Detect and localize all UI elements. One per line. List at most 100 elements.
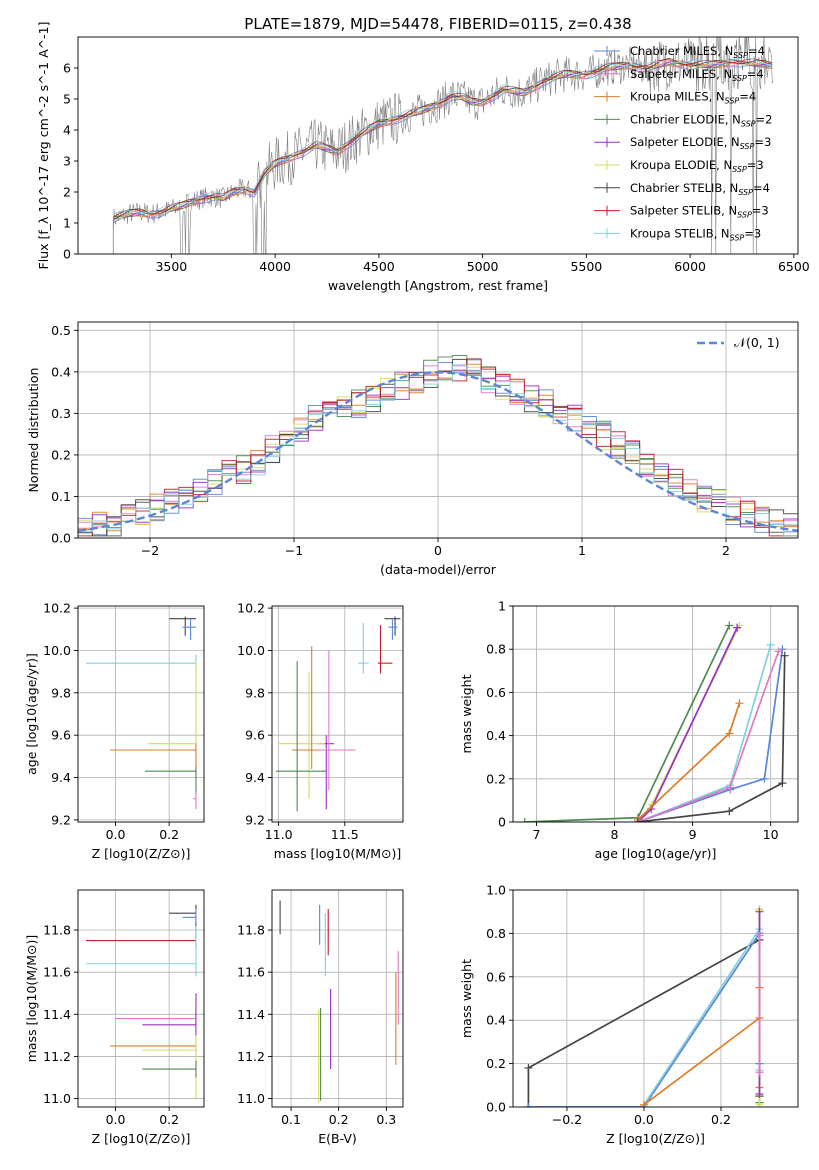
weight-point-chabrier_miles xyxy=(524,1103,533,1107)
legend-label-normal: 𝒩(0, 1) xyxy=(734,335,780,350)
y-tick-label: 0.0 xyxy=(486,1100,506,1115)
weight-point-salpeter_elodie xyxy=(733,623,742,632)
legend-n: =3 xyxy=(747,158,764,172)
legend-sub: SSP xyxy=(737,211,752,220)
y-tick-label: 0.8 xyxy=(486,642,506,657)
x-tick-label: 5500 xyxy=(570,259,602,274)
x-tick-label: 0.2 xyxy=(711,1112,731,1127)
y-axis-label: age [log10(age/yr)] xyxy=(24,653,39,775)
y-tick-label: 0.8 xyxy=(486,926,506,941)
panel-residuals: −2 −1 0 1 2 0.0 0.1 0.2 0.3 0.4 0.5 (data-model)/er… xyxy=(26,321,799,577)
y-tick-label: 0.6 xyxy=(486,969,506,984)
weight-point-salpeter_elodie xyxy=(755,907,764,916)
weight-point-salpeter_miles xyxy=(755,1068,764,1077)
weight-point-chabrier_miles xyxy=(760,774,769,783)
plot-area-weight_vs_Z xyxy=(524,905,764,1107)
y-tick-label: 6 xyxy=(63,61,71,76)
panel-weight_vs_age: 7 8 9 10 0 0.2 0.4 0.6 0.8 1 age [log10(age/yr)] ma… xyxy=(459,599,799,861)
x-tick-label: 2 xyxy=(722,543,730,558)
legend-imf: Chabrier STELIB, N xyxy=(630,181,738,195)
y-tick-label: 11.2 xyxy=(237,1049,265,1064)
model-line-salpeter_miles xyxy=(113,62,773,221)
legend-imf: Chabrier ELODIE, N xyxy=(630,112,741,126)
normal-curve xyxy=(78,371,798,532)
y-tick-label: 9.6 xyxy=(245,728,265,743)
y-tick-label: 9.8 xyxy=(51,685,71,700)
legend-label-salpeter_elodie: Salpeter ELODIE, NSSP=3 xyxy=(630,135,771,151)
weight-point-kroupa_elodie xyxy=(755,1100,764,1107)
x-tick-label: 11.5 xyxy=(331,827,359,842)
residual-hist-salpeter_miles xyxy=(78,365,798,537)
x-tick-label: −0.2 xyxy=(552,1112,582,1127)
y-tick-label: 4 xyxy=(63,123,71,138)
panel-age_vs_Z: 0.0 0.2 9.2 9.4 9.6 9.8 10.0 10.2 Z [log10(Z/Z⊙)… xyxy=(24,601,205,861)
weight-point-chabrier_stelib xyxy=(780,651,789,660)
axes-frame xyxy=(77,889,205,1108)
x-tick-label: 4500 xyxy=(363,259,395,274)
y-tick-label: 10.2 xyxy=(237,601,265,616)
x-tick-label: 7 xyxy=(532,827,540,842)
y-tick-label: 0.0 xyxy=(51,531,71,546)
plot-area-age_vs_mass xyxy=(275,616,401,812)
x-axis-label: Z [log10(Z/Z⊙)] xyxy=(606,1131,705,1146)
panel-age_vs_mass: 11.0 11.5 9.2 9.4 9.6 9.8 10.0 10.2 mass [log10(… xyxy=(237,601,404,861)
y-tick-label: 0.2 xyxy=(486,1056,506,1071)
y-tick-label: 0.1 xyxy=(51,489,71,504)
y-tick-label: 3 xyxy=(63,154,71,169)
legend-sub: SSP xyxy=(725,97,740,106)
y-axis-label: Flux [f_λ 10^-17 erg cm^-2 s^-1 A^-1] xyxy=(36,22,51,270)
axes-frame xyxy=(271,605,404,823)
y-tick-label: 11.2 xyxy=(43,1049,71,1064)
y-tick-label: 9.2 xyxy=(51,812,71,827)
y-tick-label: 0.6 xyxy=(486,685,506,700)
weight-line-kroupa_miles xyxy=(643,987,761,1106)
x-tick-label: 1 xyxy=(578,543,586,558)
plot-area-spectrum xyxy=(112,37,774,254)
y-tick-label: 0.3 xyxy=(51,406,71,421)
y-tick-label: 9.2 xyxy=(245,812,265,827)
weight-point-chabrier_stelib xyxy=(524,1063,533,1072)
x-tick-label: 6500 xyxy=(778,259,810,274)
model-line-kroupa_stelib xyxy=(113,57,773,215)
weight-line-kroupa_stelib xyxy=(643,926,761,1106)
weight-point-chabrier_stelib xyxy=(778,779,787,788)
panel-mass_vs_Z: 0.0 0.2 11.0 11.2 11.4 11.6 11.8 Z [log10(Z/Z⊙)… xyxy=(24,889,205,1146)
x-tick-label: 11.0 xyxy=(265,827,293,842)
legend-n: =4 xyxy=(747,67,764,81)
y-axis-label: mass weight xyxy=(459,959,474,1038)
panel-weight_vs_Z: −0.2 0.0 0.2 0.0 0.2 0.4 0.6 0.8 1.0 Z [log10(Z/Z… xyxy=(459,883,799,1146)
weight-point-kroupa_miles xyxy=(735,699,744,708)
x-tick-label: 8 xyxy=(611,827,619,842)
panel-spectrum: 3500 4000 4500 5000 5500 6000 6500 0 1 2 3 4 5 6 wavel… xyxy=(36,22,810,293)
y-tick-label: 11.0 xyxy=(237,1091,265,1106)
x-tick-label: 0.3 xyxy=(376,1112,396,1127)
y-tick-label: 11.6 xyxy=(237,965,265,980)
x-tick-label: 0.0 xyxy=(634,1112,654,1127)
y-tick-label: 2 xyxy=(63,185,71,200)
legend-label-kroupa_elodie: Kroupa ELODIE, NSSP=3 xyxy=(630,158,764,174)
x-axis-label: mass [log10(M/M⊙)] xyxy=(274,846,402,861)
x-axis-label: (data-model)/error xyxy=(380,562,497,577)
panel-mass_vs_ebv: 0.1 0.2 0.3 11.0 11.2 11.4 11.6 11.8 E(B-V) xyxy=(237,889,404,1146)
weight-line-chabrier_elodie xyxy=(524,625,731,822)
legend-label-salpeter_stelib: Salpeter STELIB, NSSP=3 xyxy=(630,204,769,220)
legend-n: =3 xyxy=(754,135,771,149)
weight-point-chabrier_stelib xyxy=(633,818,642,822)
axes-frame xyxy=(77,36,799,255)
residual-hist-salpeter_stelib xyxy=(78,358,798,537)
x-tick-label: 0.2 xyxy=(329,1112,349,1127)
y-tick-label: 0.4 xyxy=(51,364,71,379)
y-tick-label: 9.8 xyxy=(245,685,265,700)
axes-frame xyxy=(512,605,799,823)
x-tick-label: 0.0 xyxy=(106,827,126,842)
y-tick-label: 0.5 xyxy=(51,323,71,338)
weight-point-salpeter_miles xyxy=(726,783,735,792)
y-tick-label: 1.0 xyxy=(486,883,506,898)
weight-line-chabrier_miles xyxy=(637,649,784,822)
legend-label-chabrier_elodie: Chabrier ELODIE, NSSP=2 xyxy=(630,112,772,128)
figure-title: PLATE=1879, MJD=54478, FIBERID=0115, z=0… xyxy=(244,15,631,33)
weight-point-salpeter_miles xyxy=(774,647,783,656)
x-tick-label: 4000 xyxy=(259,259,291,274)
legend-n: =4 xyxy=(748,44,765,58)
